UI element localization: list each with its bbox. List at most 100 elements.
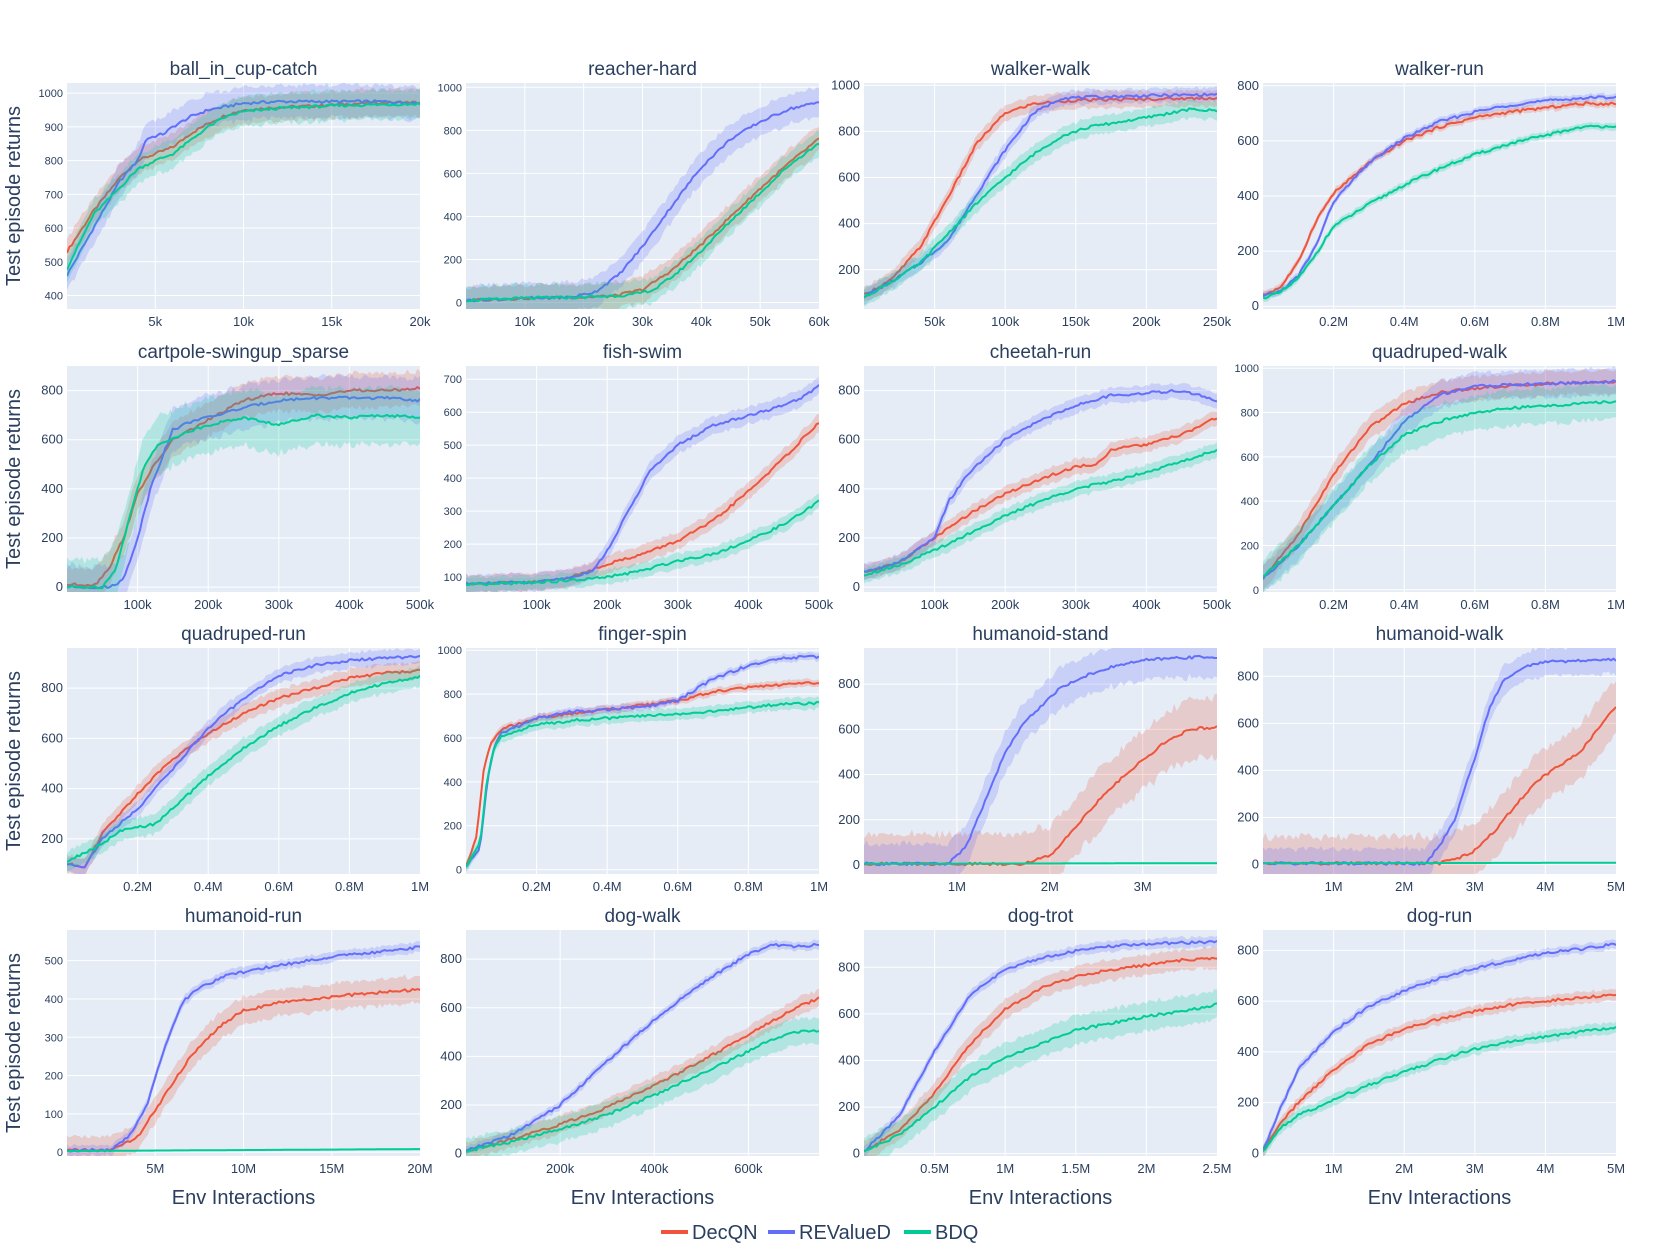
line-decqn — [67, 668, 420, 869]
y-tick-label: 400 — [1237, 188, 1259, 203]
y-tick-label: 400 — [1237, 1044, 1259, 1059]
x-tick-label: 3M — [1466, 1161, 1484, 1176]
x-tick-label: 4M — [1536, 1161, 1554, 1176]
y-tick-label: 200 — [838, 530, 860, 545]
y-tick-label: 0 — [1252, 857, 1259, 872]
band-bdq — [67, 664, 420, 871]
panel-title: dog-walk — [604, 906, 681, 927]
x-tick-label: 15M — [319, 1161, 344, 1176]
x-tick-label: 10M — [231, 1161, 256, 1176]
plot-area — [1263, 366, 1616, 592]
line-revalued — [1263, 95, 1616, 297]
line-revalued — [1263, 942, 1616, 1151]
panel-walker-run: walker-run 0.2M 0.4M 0.6M 0.8M 1M 0 200 400 600 80… — [1237, 59, 1625, 329]
band-revalued — [1263, 648, 1616, 874]
line-revalued — [67, 395, 420, 590]
x-tick-label: 400k — [734, 597, 763, 612]
y-tick-label: 100 — [45, 1109, 63, 1121]
line-bdq — [864, 107, 1217, 299]
x-tick-label: 0.4M — [1390, 314, 1419, 329]
band-decqn — [466, 126, 819, 309]
panel-title: humanoid-run — [185, 906, 302, 927]
y-tick-label: 500 — [444, 440, 462, 452]
y-tick-label: 1000 — [438, 645, 462, 657]
y-tick-label: 600 — [1237, 133, 1259, 148]
band-decqn — [1263, 368, 1616, 591]
band-revalued — [466, 87, 819, 309]
x-tick-label: 1M — [996, 1161, 1014, 1176]
y-tick-label: 700 — [45, 189, 63, 201]
line-bdq — [1263, 400, 1616, 578]
y-tick-label: 800 — [440, 951, 462, 966]
line-revalued — [864, 92, 1217, 299]
panel-title: fish-swim — [603, 342, 682, 363]
line-bdq — [67, 413, 420, 590]
y-tick-label: 400 — [45, 994, 63, 1006]
band-bdq — [67, 87, 420, 283]
line-bdq — [1263, 1026, 1616, 1152]
line-bdq — [466, 1029, 819, 1153]
y-tick-label: 1000 — [1235, 363, 1259, 375]
y-tick-label: 800 — [1237, 668, 1259, 683]
line-revalued — [67, 945, 420, 1153]
x-tick-label: 200k — [546, 1161, 575, 1176]
x-tick-label: 5M — [146, 1161, 164, 1176]
legend-item-bdq[interactable]: BDQ — [904, 1222, 978, 1244]
panel-humanoid-run: humanoid-run 5M 10M 15M 20M 0 100 200 300 400 500 — [45, 906, 433, 1176]
y-tick-label: 400 — [838, 216, 860, 231]
y-axis-label: Test episode returns — [3, 106, 25, 286]
x-tick-label: 20k — [573, 314, 594, 329]
panel-finger-spin: finger-spin 0.2M 0.4M 0.6M 0.8M 1M 0 200 400 600 8… — [438, 624, 829, 894]
x-tick-label: 300k — [664, 597, 693, 612]
y-tick-label: 900 — [45, 122, 63, 134]
panel-reacher-hard: reacher-hard 10k 20k 30k 40k 50k 60k 0 200 400 600… — [438, 59, 830, 329]
y-tick-label: 600 — [41, 432, 63, 447]
x-tick-label: 50k — [924, 314, 945, 329]
y-tick-label: 600 — [1237, 993, 1259, 1008]
y-tick-label: 200 — [41, 530, 63, 545]
x-axis-label: Env Interactions — [1368, 1187, 1511, 1209]
y-tick-label: 600 — [838, 721, 860, 736]
band-bdq — [864, 442, 1217, 584]
panel-title: cheetah-run — [990, 342, 1091, 363]
y-tick-label: 800 — [444, 125, 462, 137]
plot-area — [1263, 930, 1616, 1156]
x-tick-label: 0.6M — [1460, 597, 1489, 612]
x-tick-label: 150k — [1062, 314, 1091, 329]
y-tick-label: 400 — [838, 481, 860, 496]
x-tick-label: 1M — [1607, 597, 1625, 612]
y-axis-label: Test episode returns — [3, 953, 25, 1133]
panel-cartpole-swingup-sparse: cartpole-swingup_sparse 100k 200k 300k 400k 5… — [41, 342, 434, 612]
legend-item-revalued[interactable]: REValueD — [768, 1222, 891, 1244]
line-bdq — [864, 1002, 1217, 1152]
y-tick-label: 0 — [853, 579, 860, 594]
line-bdq — [1263, 124, 1616, 300]
band-decqn — [1263, 681, 1616, 874]
y-tick-label: 600 — [838, 170, 860, 185]
band-bdq — [466, 1016, 819, 1156]
panel-title: quadruped-run — [181, 624, 306, 645]
x-tick-label: 40k — [691, 314, 712, 329]
panel-quadruped-run: quadruped-run 0.2M 0.4M 0.6M 0.8M 1M 200 400 600… — [41, 624, 429, 894]
x-tick-label: 20k — [410, 314, 431, 329]
x-tick-label: 600k — [734, 1161, 763, 1176]
x-tick-label: 500k — [1203, 597, 1232, 612]
line-decqn — [1263, 993, 1616, 1152]
panel-title: ball_in_cup-catch — [170, 59, 318, 80]
line-bdq — [67, 1148, 420, 1152]
y-tick-label: 200 — [838, 812, 860, 827]
y-tick-label: 400 — [838, 767, 860, 782]
band-revalued — [67, 83, 420, 291]
x-axis-label: Env Interactions — [172, 1187, 315, 1209]
x-tick-label: 10k — [514, 314, 535, 329]
x-tick-label: 1M — [1325, 879, 1343, 894]
y-tick-label: 200 — [45, 1071, 63, 1083]
line-bdq — [864, 448, 1217, 577]
y-tick-label: 800 — [444, 689, 462, 701]
x-tick-label: 0.4M — [194, 879, 223, 894]
legend-item-decqn[interactable]: DecQN — [661, 1222, 758, 1244]
y-tick-label: 700 — [444, 374, 462, 386]
panel-humanoid-walk: humanoid-walk 1M 2M 3M 4M 5M 0 200 400 600 800 — [1237, 624, 1625, 894]
y-tick-label: 200 — [838, 262, 860, 277]
